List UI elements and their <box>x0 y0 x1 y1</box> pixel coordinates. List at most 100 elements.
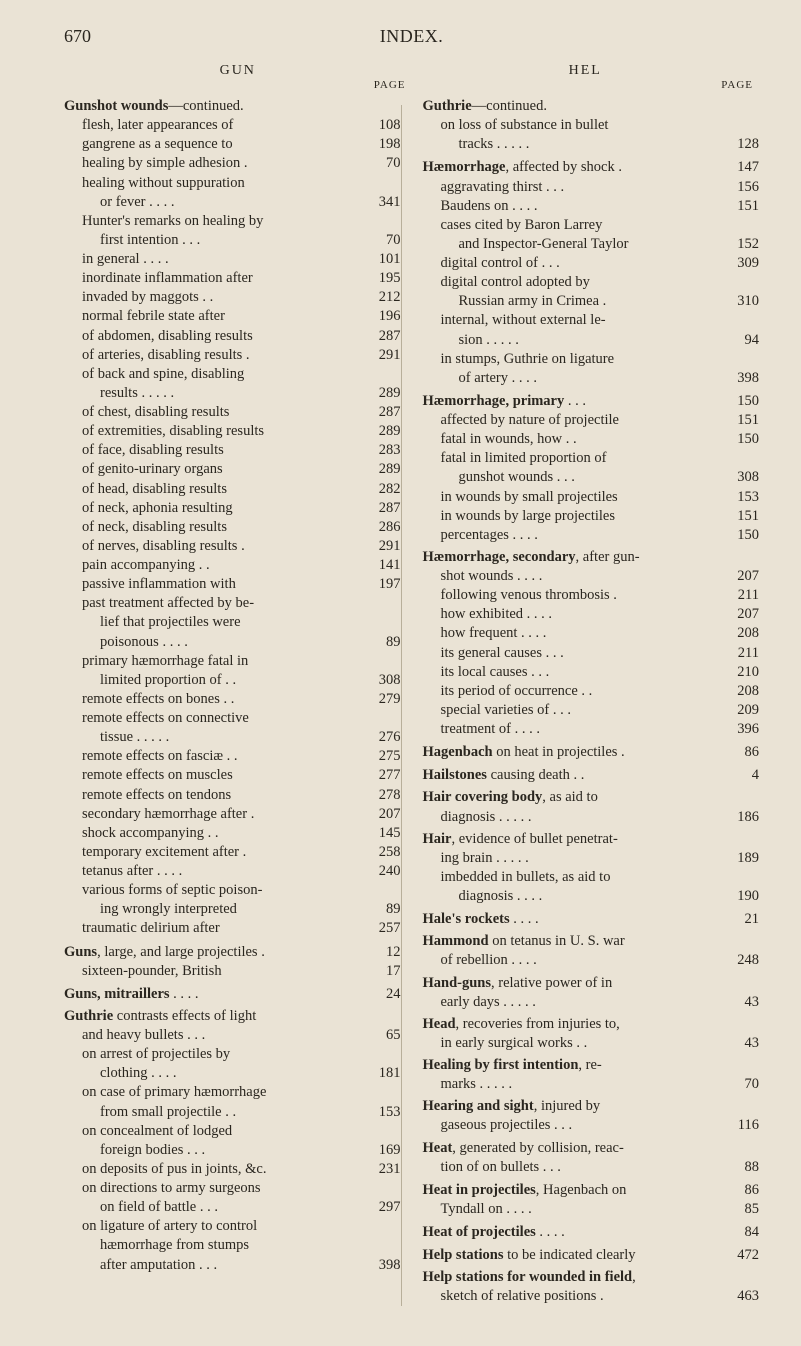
index-entry: tissue . . . . .276 <box>64 728 401 746</box>
index-entry: gunshot wounds . . .308 <box>423 468 760 486</box>
index-heading: Guthrie contrasts effects of light <box>64 1007 401 1025</box>
index-heading-term: Help stations for wounded in field <box>423 1269 633 1285</box>
index-entry-text: ing brain . . . . . <box>423 849 724 867</box>
index-heading-term: Help stations <box>423 1247 504 1263</box>
index-entry-text: fatal in limited proportion of <box>423 449 724 467</box>
index-page-ref: 287 <box>365 403 401 421</box>
index-page-ref: 341 <box>365 193 401 211</box>
index-heading: Gunshot wounds—continued. <box>64 97 401 115</box>
index-heading-rest: on tetanus in U. S. war <box>489 933 625 949</box>
index-entry: sketch of relative positions .463 <box>423 1287 760 1305</box>
index-entry-text: inordinate inflammation after <box>64 269 365 287</box>
index-heading-term: Gunshot wounds <box>64 98 168 114</box>
index-entry: tetanus after . . . .240 <box>64 862 401 880</box>
index-page-ref: 152 <box>723 235 759 253</box>
index-entry-text: gunshot wounds . . . <box>423 468 724 486</box>
index-heading-term: Guns, mitraillers <box>64 986 170 1002</box>
index-heading-rest: on heat in projectiles . <box>493 744 625 760</box>
page-number: 670 <box>64 26 124 47</box>
index-page-ref: 65 <box>365 1026 401 1044</box>
index-entry-text: of nerves, disabling results . <box>64 537 365 555</box>
index-page-ref: 210 <box>723 663 759 681</box>
index-page-ref: 147 <box>723 158 759 176</box>
index-entry: ing brain . . . . .189 <box>423 849 760 867</box>
index-heading: Hammond on tetanus in U. S. war <box>423 932 760 950</box>
index-entry-text: of rebellion . . . . <box>423 951 724 969</box>
index-entry-text: remote effects on bones . . <box>64 690 365 708</box>
index-heading-rest: , recoveries from injuries to, <box>456 1016 620 1032</box>
index-heading-rest: —continued. <box>472 98 547 114</box>
page-label-right: PAGE <box>412 79 760 91</box>
index-page-ref: 291 <box>365 537 401 555</box>
index-entry: in wounds by large projectiles151 <box>423 507 760 525</box>
index-entry: limited proportion of . .308 <box>64 671 401 689</box>
index-heading-row: Heat of projectiles . . . .84 <box>423 1219 760 1241</box>
index-entry: percentages . . . .150 <box>423 526 760 544</box>
index-page-ref: 197 <box>365 575 401 593</box>
index-entry-text: temporary excitement after . <box>64 843 365 861</box>
index-entry-text: sion . . . . . <box>423 331 724 349</box>
index-entry-text: of artery . . . . <box>423 369 724 387</box>
index-entry-text: in wounds by large projectiles <box>423 507 724 525</box>
index-entry: its period of occurrence . .208 <box>423 682 760 700</box>
index-page-ref: 248 <box>723 951 759 969</box>
right-column: Guthrie—continued.on loss of substance i… <box>423 93 760 1306</box>
index-page-ref: 108 <box>365 116 401 134</box>
index-entry-text: limited proportion of . . <box>64 671 365 689</box>
index-entry-text: early days . . . . . <box>423 993 724 1011</box>
index-page-ref: 195 <box>365 269 401 287</box>
index-page-ref: 169 <box>365 1141 401 1159</box>
index-page-ref: 17 <box>365 962 401 980</box>
index-entry: on ligature of artery to control <box>64 1217 401 1235</box>
columns: Gunshot wounds—continued.flesh, later ap… <box>64 93 759 1306</box>
index-page-ref: 153 <box>365 1103 401 1121</box>
index-entry-text: on field of battle . . . <box>64 1198 365 1216</box>
index-entry: passive inflammation with197 <box>64 575 401 593</box>
index-entry-text: digital control of . . . <box>423 254 724 272</box>
index-entry-text: on case of primary hæmorrhage <box>64 1083 365 1101</box>
index-heading: Hair covering body, as aid to <box>423 788 760 806</box>
index-entry-text: or fever . . . . <box>64 193 365 211</box>
index-page-ref: 275 <box>365 747 401 765</box>
index-entry-text: normal febrile state after <box>64 307 365 325</box>
index-entry: in general . . . .101 <box>64 250 401 268</box>
index-page-ref: 277 <box>365 766 401 784</box>
index-page-ref: 89 <box>365 633 401 651</box>
index-page-ref: 153 <box>723 488 759 506</box>
index-entry: and heavy bullets . . .65 <box>64 1026 401 1044</box>
index-entry-text: on concealment of lodged <box>64 1122 365 1140</box>
index-entry-text: of genito-urinary organs <box>64 460 365 478</box>
index-heading: Hailstones causing death . . <box>423 766 724 784</box>
index-heading: Hæmorrhage, primary . . . <box>423 392 724 410</box>
index-entry: from small projectile . .153 <box>64 1103 401 1121</box>
index-entry: in stumps, Guthrie on ligature <box>423 350 760 368</box>
index-page-ref: 212 <box>365 288 401 306</box>
index-heading-rest: . . . . <box>510 911 539 927</box>
index-page-ref: 151 <box>723 197 759 215</box>
index-page-ref: 240 <box>365 862 401 880</box>
index-entry: invaded by maggots . .212 <box>64 288 401 306</box>
index-page-ref: 291 <box>365 346 401 364</box>
index-entry: of genito-urinary organs289 <box>64 460 401 478</box>
index-entry: results . . . . .289 <box>64 384 401 402</box>
index-heading-row: Hæmorrhage, affected by shock .147 <box>423 154 760 176</box>
index-entry-text: lief that projectiles were <box>64 613 365 631</box>
index-entry: of nerves, disabling results .291 <box>64 537 401 555</box>
left-column: Gunshot wounds—continued.flesh, later ap… <box>64 93 401 1306</box>
index-entry: how exhibited . . . .207 <box>423 605 760 623</box>
index-entry: tracks . . . . .128 <box>423 135 760 153</box>
index-heading-rest: . . . . <box>536 1224 565 1240</box>
index-entry: Baudens on . . . .151 <box>423 197 760 215</box>
index-entry: pain accompanying . .141 <box>64 556 401 574</box>
index-entry: various forms of septic poison- <box>64 881 401 899</box>
index-entry-text: pain accompanying . . <box>64 556 365 574</box>
index-entry: past treatment affected by be- <box>64 594 401 612</box>
index-entry-text: gaseous projectiles . . . <box>423 1116 724 1134</box>
index-heading-term: Hale's rockets <box>423 911 510 927</box>
index-entry-text: Russian army in Crimea . <box>423 292 724 310</box>
index-entry: of head, disabling results282 <box>64 480 401 498</box>
index-page-ref: 472 <box>723 1246 759 1264</box>
index-entry: on directions to army surgeons <box>64 1179 401 1197</box>
index-entry-text: remote effects on muscles <box>64 766 365 784</box>
index-page-ref: 396 <box>723 720 759 738</box>
